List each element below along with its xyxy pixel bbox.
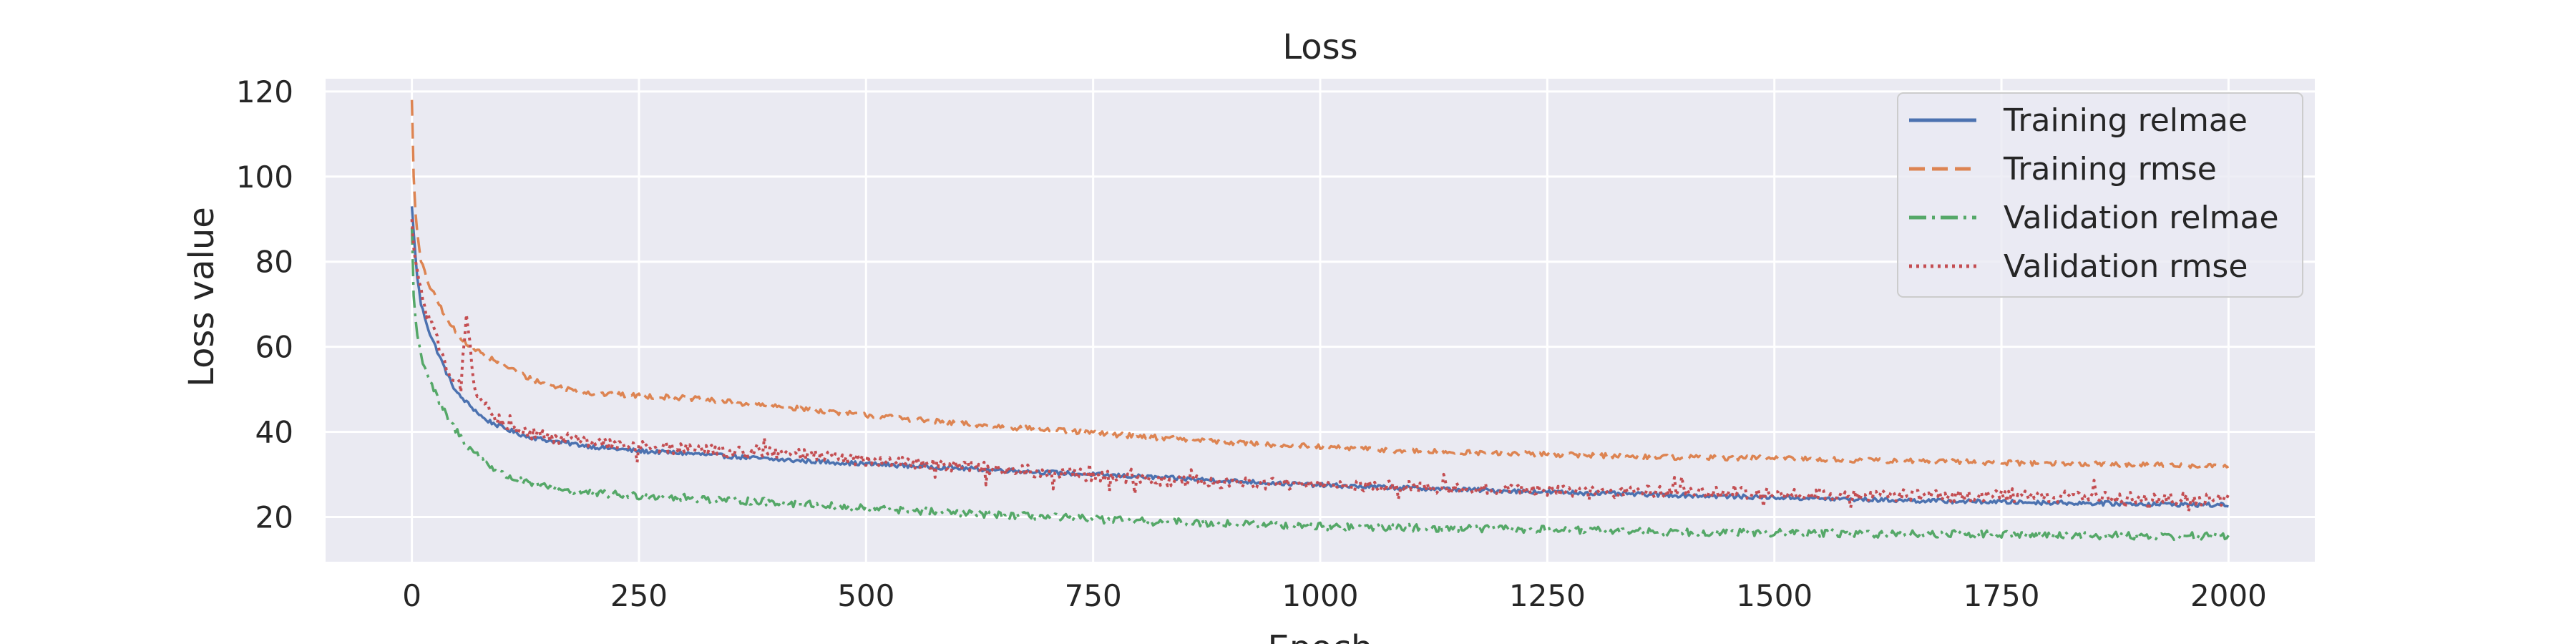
tick-labels: 0 250 500 750 1000 1250 1500 1750 2000 20 40 60 80 10… [236,74,2267,613]
series-line [410,228,2230,542]
x-tick-label: 2000 [2190,578,2267,613]
x-tick-label: 1250 [1509,578,1586,613]
y-tick-label: 100 [236,160,293,195]
legend-label: Validation relmae [2004,200,2279,236]
series-line [410,99,2230,469]
chart-title: Loss [1282,27,1357,67]
x-axis-title: Epoch [1268,628,1373,644]
y-tick-label: 40 [255,415,293,450]
x-tick-label: 0 [402,578,421,613]
x-tick-label: 750 [1065,578,1122,613]
legend-label: Validation rmse [2004,248,2248,285]
x-tick-label: 250 [610,578,668,613]
y-tick-label: 60 [255,330,293,365]
legend: Training relmae Training rmse Validation r… [1897,92,2303,298]
x-tick-label: 500 [837,578,894,613]
legend-box [1897,92,2303,298]
x-tick-label: 1750 [1963,578,2040,613]
legend-label: Training relmae [2003,102,2248,139]
y-tick-label: 120 [236,74,293,109]
legend-label: Training rmse [2003,151,2217,187]
x-tick-label: 1500 [1736,578,1813,613]
y-tick-label: 80 [255,245,293,280]
x-tick-label: 1000 [1282,578,1359,613]
y-tick-label: 20 [255,500,293,535]
y-axis-title: Loss value [182,207,222,387]
series-lines [410,99,2230,542]
series-line [410,219,2230,513]
